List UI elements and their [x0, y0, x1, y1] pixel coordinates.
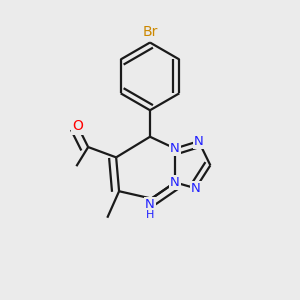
Text: N: N	[145, 198, 155, 211]
Text: N: N	[170, 176, 180, 189]
Text: N: N	[170, 142, 180, 155]
Text: H: H	[146, 210, 154, 220]
Text: N: N	[191, 182, 200, 195]
Text: O: O	[72, 119, 83, 134]
Text: N: N	[194, 135, 203, 148]
Text: Br: Br	[142, 25, 158, 39]
